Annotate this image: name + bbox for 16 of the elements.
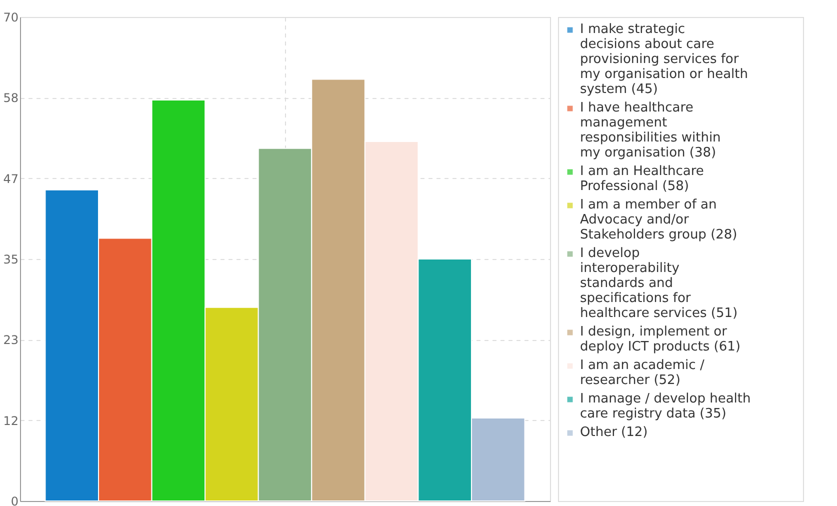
y-tick-label: 0 bbox=[10, 494, 18, 506]
y-tick-label: 23 bbox=[3, 333, 18, 348]
legend-label: I am an Healthcare Professional (58) bbox=[580, 164, 704, 194]
y-tick-label: 12 bbox=[3, 414, 18, 428]
legend-label: I have healthcare management responsibilities within my organisation (38) bbox=[580, 100, 721, 160]
legend-label: I am a member of an Advocacy and/or Stakeholders group (28) bbox=[580, 198, 738, 242]
y-tick-label: 70 bbox=[3, 10, 18, 24]
y-tick-label: 47 bbox=[3, 172, 18, 186]
legend-label: I make strategic decisions about care provisioning services for my organisation or health system (45) bbox=[580, 22, 748, 97]
y-tick-label: 58 bbox=[3, 91, 18, 106]
legend-label: I develop interoperability standards and specifications for healthcare services (51) bbox=[580, 246, 738, 321]
legend-label: I design, implement or deploy ICT products (61) bbox=[580, 324, 740, 354]
legend-label: I manage / develop health care registry data (35) bbox=[580, 392, 751, 422]
legend-label: I am an academic / researcher (52) bbox=[580, 358, 705, 388]
legend-label: Other (12) bbox=[580, 425, 648, 440]
y-tick-label: 35 bbox=[3, 252, 18, 266]
